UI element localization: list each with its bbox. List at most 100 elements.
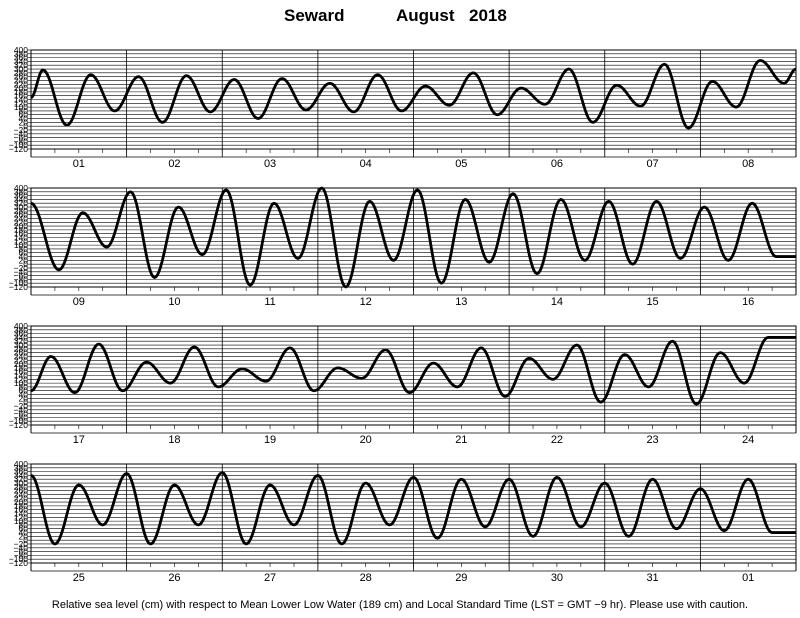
y-tick-label: −20 bbox=[14, 539, 29, 549]
y-tick-label: 80 bbox=[19, 244, 29, 254]
title-station: Seward bbox=[284, 6, 345, 25]
tide-series-line bbox=[30, 59, 797, 130]
day-label: 04 bbox=[360, 158, 372, 170]
y-tick-label: −60 bbox=[14, 133, 29, 143]
y-tick-label: 120 bbox=[14, 374, 28, 384]
y-tick-label: 100 bbox=[14, 378, 28, 388]
y-tick-label: 320 bbox=[14, 60, 28, 70]
y-tick-label: 100 bbox=[14, 102, 28, 112]
y-tick-label: 220 bbox=[14, 355, 28, 365]
y-tick-label: 140 bbox=[14, 233, 28, 243]
y-tick-label: −80 bbox=[14, 550, 29, 560]
y-tick-label: 360 bbox=[14, 467, 28, 477]
y-tick-label: 400 bbox=[14, 321, 28, 331]
y-tick-label: 220 bbox=[14, 217, 28, 227]
day-label: 28 bbox=[360, 572, 372, 584]
panel-frame bbox=[30, 463, 797, 564]
day-label: 02 bbox=[168, 158, 180, 170]
y-tick-label: 300 bbox=[14, 478, 28, 488]
y-tick-label: 300 bbox=[14, 340, 28, 350]
y-tick-label: −20 bbox=[14, 263, 29, 273]
y-tick-label: −100 bbox=[9, 278, 28, 288]
y-tick-label: 360 bbox=[14, 329, 28, 339]
y-tick-label: −120 bbox=[9, 144, 28, 154]
y-tick-label: −100 bbox=[9, 416, 28, 426]
y-tick-label: 300 bbox=[14, 202, 28, 212]
day-label: 24 bbox=[742, 434, 754, 446]
y-tick-label: −80 bbox=[14, 412, 29, 422]
y-tick-label: 200 bbox=[14, 497, 28, 507]
y-tick-label: 280 bbox=[14, 206, 28, 216]
title-year: 2018 bbox=[469, 6, 507, 25]
day-label: 16 bbox=[742, 296, 754, 308]
y-tick-label: 280 bbox=[14, 344, 28, 354]
chart-title: Seward August 2018 bbox=[0, 0, 800, 34]
y-tick-label: 360 bbox=[14, 191, 28, 201]
y-tick-label: 60 bbox=[19, 386, 29, 396]
day-label: 20 bbox=[360, 434, 372, 446]
day-label: 12 bbox=[360, 296, 372, 308]
y-tick-label: 20 bbox=[19, 255, 29, 265]
y-tick-label: 340 bbox=[14, 56, 28, 66]
y-tick-label: 400 bbox=[14, 183, 28, 193]
y-tick-label: 0 bbox=[23, 259, 28, 269]
y-tick-label: −100 bbox=[9, 554, 28, 564]
panel-frame bbox=[30, 325, 797, 426]
day-label: 06 bbox=[551, 158, 563, 170]
y-tick-label: 80 bbox=[19, 106, 29, 116]
panel-3: 4003803603403203002802602402202001801601… bbox=[9, 321, 798, 446]
tide-series-line bbox=[30, 336, 798, 406]
y-tick-label: 200 bbox=[14, 221, 28, 231]
day-label: 08 bbox=[742, 158, 754, 170]
y-tick-label: 140 bbox=[14, 95, 28, 105]
y-tick-label: 260 bbox=[14, 210, 28, 220]
y-tick-label: 160 bbox=[14, 367, 28, 377]
y-tick-label: 160 bbox=[14, 229, 28, 239]
day-label: 25 bbox=[73, 572, 85, 584]
y-tick-label: 200 bbox=[14, 359, 28, 369]
y-tick-label: 80 bbox=[19, 382, 29, 392]
day-label: 26 bbox=[168, 572, 180, 584]
y-tick-label: 340 bbox=[14, 194, 28, 204]
y-tick-label: 180 bbox=[14, 225, 28, 235]
y-tick-label: −80 bbox=[14, 274, 29, 284]
y-tick-label: −40 bbox=[14, 405, 29, 415]
day-label: 01 bbox=[73, 158, 85, 170]
day-label: 13 bbox=[455, 296, 467, 308]
day-label: 15 bbox=[646, 296, 658, 308]
y-tick-label: 320 bbox=[14, 474, 28, 484]
y-tick-label: 380 bbox=[14, 325, 28, 335]
y-tick-label: 380 bbox=[14, 463, 28, 473]
y-tick-label: 140 bbox=[14, 509, 28, 519]
y-tick-label: −120 bbox=[9, 282, 28, 292]
y-tick-label: 180 bbox=[14, 363, 28, 373]
day-label: 31 bbox=[646, 572, 658, 584]
y-tick-label: 360 bbox=[14, 53, 28, 63]
y-tick-label: 20 bbox=[19, 531, 29, 541]
y-tick-label: 220 bbox=[14, 79, 28, 89]
y-tick-label: 120 bbox=[14, 512, 28, 522]
day-label: 10 bbox=[168, 296, 180, 308]
y-tick-label: 20 bbox=[19, 117, 29, 127]
day-label: 30 bbox=[551, 572, 563, 584]
y-tick-label: 60 bbox=[19, 524, 29, 534]
y-tick-label: 120 bbox=[14, 98, 28, 108]
y-tick-label: 100 bbox=[14, 516, 28, 526]
panel-1: 4003803603403203002802602402202001801601… bbox=[9, 45, 797, 170]
y-tick-label: 0 bbox=[23, 535, 28, 545]
y-tick-label: −120 bbox=[9, 558, 28, 568]
day-label: 01 bbox=[742, 572, 754, 584]
y-tick-label: 40 bbox=[19, 114, 29, 124]
y-tick-label: 0 bbox=[23, 397, 28, 407]
tide-series-line bbox=[30, 186, 797, 289]
day-label: 21 bbox=[455, 434, 467, 446]
day-label: 17 bbox=[73, 434, 85, 446]
y-tick-label: 160 bbox=[14, 91, 28, 101]
y-tick-label: 260 bbox=[14, 348, 28, 358]
tide-series-line bbox=[30, 471, 796, 546]
y-tick-label: 280 bbox=[14, 68, 28, 78]
y-tick-label: −20 bbox=[14, 125, 29, 135]
y-tick-label: 200 bbox=[14, 83, 28, 93]
y-tick-label: 400 bbox=[14, 45, 28, 55]
day-label: 07 bbox=[646, 158, 658, 170]
